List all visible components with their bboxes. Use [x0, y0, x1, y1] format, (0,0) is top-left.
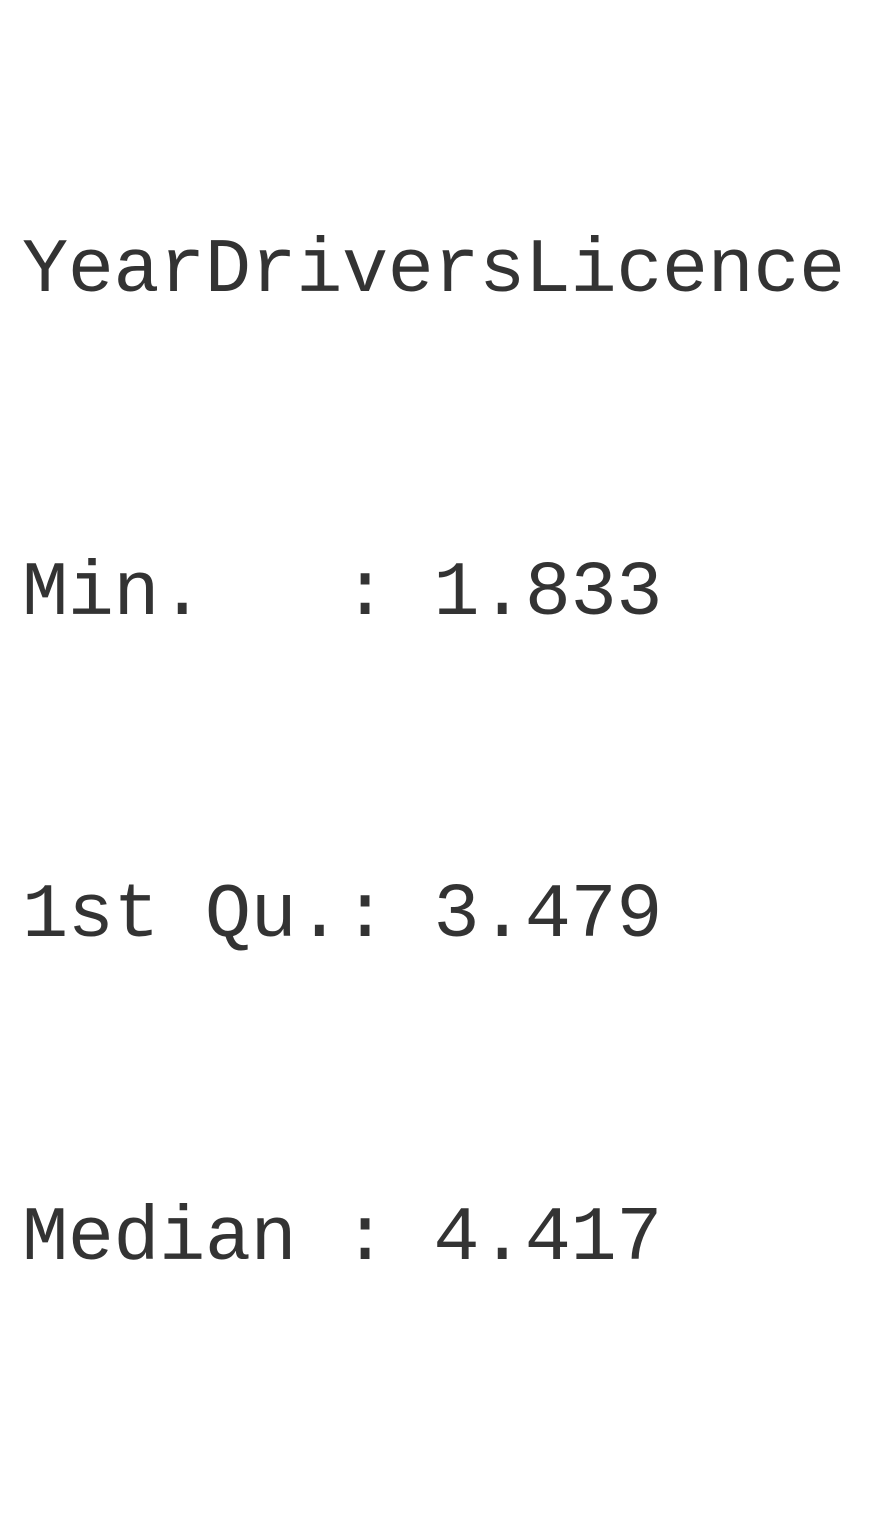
stat-first-quartile: 1st Qu.: 3.479 [22, 873, 662, 960]
stat-mean: Mean : 4.778 [22, 1508, 845, 1528]
stat-median: Median : 4.417 [22, 1195, 662, 1283]
summary-output: YearDriversLicence Min. : 1.833 1st Qu.:… [22, 0, 845, 1528]
variable-header: YearDriversLicence [22, 228, 845, 315]
stat-min: Min. : 1.833 [22, 550, 662, 638]
